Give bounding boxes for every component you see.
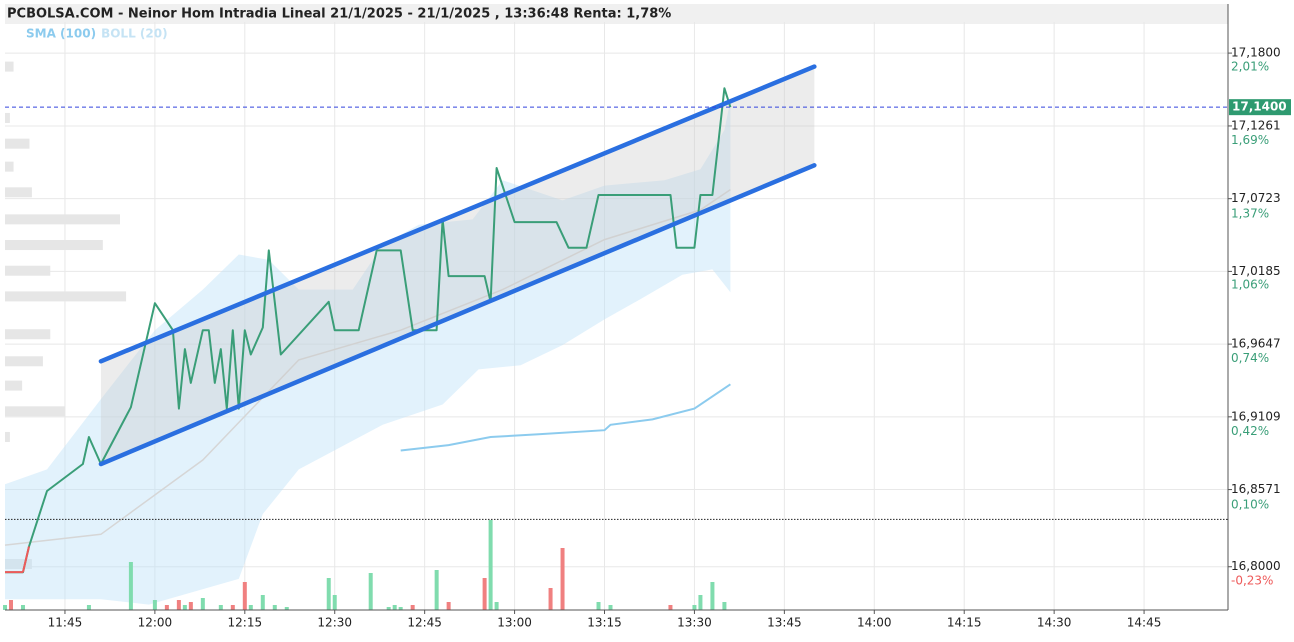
y-tick-label: 17,1261 (1231, 118, 1281, 132)
volume-bar (3, 605, 7, 610)
volume-bar (482, 578, 487, 610)
volume-bar (188, 602, 193, 610)
y-tick-label: 16,9109 (1231, 409, 1281, 423)
x-tick-label: 13:30 (677, 616, 712, 630)
volume-bar (8, 600, 13, 610)
volume-profile-bar (5, 161, 14, 172)
y2-tick-label: 0,74% (1231, 351, 1269, 365)
x-tick-label: 12:15 (228, 616, 263, 630)
x-tick-label: 14:15 (947, 616, 982, 630)
price-segment-down (22, 546, 30, 573)
volume-bar (176, 600, 181, 610)
volume-profile-bar (5, 291, 127, 302)
legend-entry: SMA (100) (26, 27, 96, 41)
volume-profile-bar (5, 112, 10, 123)
x-tick-label: 12:45 (407, 616, 442, 630)
volume-bar (20, 605, 25, 610)
y2-tick-label: -0,23% (1231, 573, 1273, 587)
volume-profile-bar (5, 240, 103, 251)
volume-profile-bar (5, 187, 32, 198)
y-tick-label: 16,8000 (1231, 559, 1281, 573)
volume-bar (164, 605, 169, 610)
volume-bar (410, 605, 415, 610)
y2-tick-label: 2,01% (1231, 60, 1269, 74)
last-price-box (1229, 99, 1291, 116)
volume-bar (284, 607, 289, 610)
x-tick-label: 11:45 (48, 616, 83, 630)
y-tick-label: 17,0185 (1231, 264, 1281, 278)
volume-bar (332, 595, 337, 610)
volume-bar (434, 570, 439, 610)
volume-profile-bar (5, 265, 51, 276)
volume-profile-bar (5, 431, 10, 442)
volume-bar (494, 602, 499, 610)
x-tick-label: 13:45 (767, 616, 802, 630)
volume-profile-bar (5, 329, 51, 340)
volume-bar (260, 595, 265, 610)
channel-fill (100, 66, 815, 465)
volume-bar (392, 605, 397, 610)
volume-bar (698, 595, 703, 610)
y-tick-label: 17,0723 (1231, 191, 1281, 205)
title-bar (5, 4, 1228, 24)
legend-entry: BOLL (20) (101, 27, 168, 41)
y2-tick-label: 0,42% (1231, 424, 1269, 438)
volume-bar (182, 605, 187, 610)
volume-bar (152, 600, 157, 610)
x-tick-label: 12:00 (138, 616, 173, 630)
volume-profile-bar (5, 559, 32, 570)
volume-bar (230, 605, 235, 610)
x-tick-label: 12:30 (317, 616, 352, 630)
volume-bar (560, 548, 565, 610)
volume-profile-bar (5, 380, 23, 391)
last-price-label: 17,1400 (1232, 100, 1287, 114)
channel-upper (98, 64, 817, 364)
y2-tick-label: 1,06% (1231, 277, 1269, 291)
price-line (5, 87, 732, 574)
bollinger-middle (4, 188, 731, 546)
volume-profile-bar (5, 356, 43, 367)
x-tick-label: 14:45 (1127, 616, 1162, 630)
volume-bar (128, 562, 133, 610)
x-tick-label: 14:00 (857, 616, 892, 630)
volume-bar (218, 605, 223, 610)
volume-profile-bar (5, 61, 14, 72)
y-tick-label: 17,1800 (1231, 46, 1281, 60)
volume-bar (710, 582, 715, 610)
volume-bar (692, 605, 697, 610)
x-tick-label: 13:00 (497, 616, 532, 630)
volume-bar (608, 605, 613, 610)
volume-bar (398, 607, 403, 610)
volume-bar (488, 520, 493, 610)
volume-bar (242, 582, 247, 610)
volume-profile-bar (5, 214, 120, 225)
y2-tick-label: 0,10% (1231, 498, 1269, 512)
volume-bar (248, 605, 253, 610)
y-tick-label: 16,8571 (1231, 482, 1281, 496)
volume-bar (200, 598, 205, 610)
x-tick-label: 14:30 (1037, 616, 1072, 630)
sma-line (400, 383, 731, 452)
volume-profile-bar (5, 138, 30, 149)
chart-title: PCBOLSA.COM - Neinor Hom Intradia Lineal… (7, 7, 671, 22)
volume-bar (722, 602, 727, 610)
volume-bar (446, 602, 451, 610)
volume-bar (86, 605, 91, 610)
volume-bar (368, 573, 373, 610)
y2-tick-label: 1,69% (1231, 133, 1269, 147)
channel-lower (98, 163, 817, 467)
x-tick-label: 13:15 (587, 616, 622, 630)
volume-bar (386, 607, 391, 610)
volume-bar (668, 605, 673, 610)
volume-bar (272, 605, 277, 610)
y-tick-label: 16,9647 (1231, 337, 1281, 351)
volume-profile-bar (5, 406, 65, 417)
volume-bar (596, 602, 601, 610)
y2-tick-label: 1,37% (1231, 206, 1269, 220)
volume-bar (326, 578, 331, 610)
volume-bar (548, 588, 553, 610)
